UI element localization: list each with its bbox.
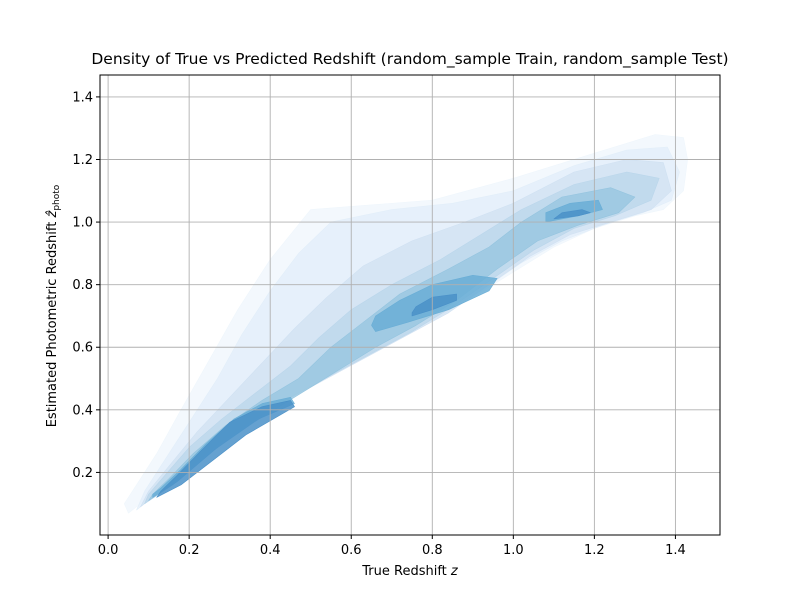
x-axis-label: True Redshift z	[361, 564, 459, 579]
axes-frame	[99, 74, 721, 536]
x-tick-label-0: 0.0	[98, 543, 119, 558]
x-axis-label-var: z	[450, 564, 459, 579]
x-tick-label-4: 0.8	[422, 543, 443, 558]
y-axis-label: Estimated Photometric Redshift ẑphoto	[45, 184, 62, 427]
grid	[100, 75, 720, 535]
y-tick-label-3: 0.8	[72, 278, 93, 293]
x-tick-label-6: 1.2	[584, 543, 605, 558]
x-axis-label-text: True Redshift	[361, 564, 447, 579]
y-tick-label-0: 0.2	[72, 466, 93, 481]
chart-title: Density of True vs Predicted Redshift (r…	[91, 50, 728, 69]
x-tick-label-5: 1.0	[503, 543, 524, 558]
density-level-7-region-9	[411, 293, 457, 317]
plot-area: 0.0 0.2 0.4 0.6 0.8 1.0 1.2 1.4 0.2 0.4 0.6 0.8 1.0 1…	[72, 74, 721, 558]
x-tick-label-7: 1.4	[665, 543, 686, 558]
x-tick-label-2: 0.4	[260, 543, 281, 558]
y-tick-label-2: 0.6	[72, 341, 93, 356]
density-level-5-region-4	[148, 187, 636, 501]
x-tick-label-1: 0.2	[179, 543, 200, 558]
density-contours	[124, 134, 688, 514]
y-tick-label-5: 1.2	[72, 153, 93, 168]
y-axis-label-sub: photo	[52, 184, 62, 210]
y-tick-label-6: 1.4	[72, 90, 93, 105]
y-axis-label-var: ẑ	[45, 210, 60, 219]
y-axis-label-text: Estimated Photometric Redshift	[45, 222, 60, 428]
y-tick-label-4: 1.0	[72, 216, 93, 231]
x-tick-label-3: 0.6	[341, 543, 362, 558]
density-level-7-region-10	[553, 209, 591, 220]
density-level-7-region-8	[156, 400, 295, 498]
y-tick-label-1: 0.4	[72, 403, 93, 418]
